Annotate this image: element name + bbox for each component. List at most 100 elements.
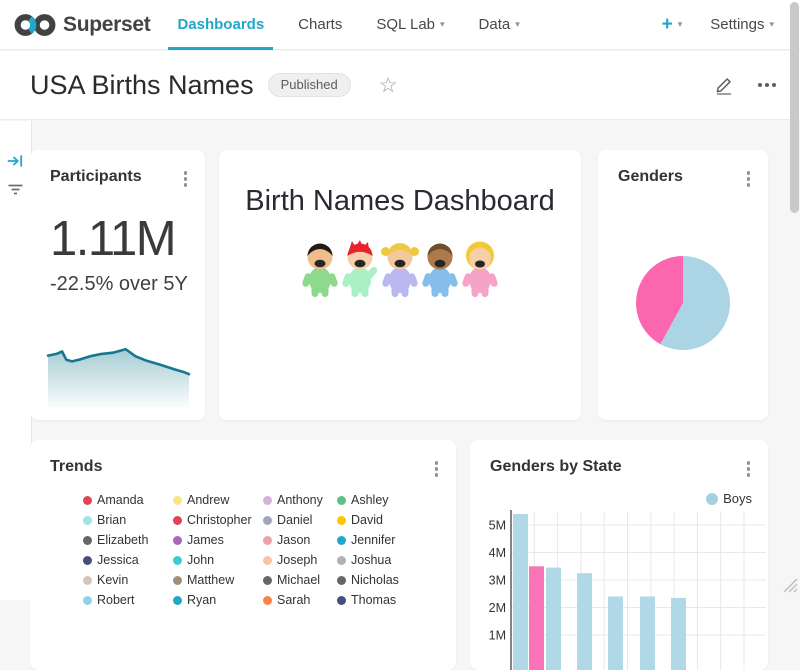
participants-trendline-chart[interactable] — [44, 341, 193, 407]
legend-dot — [263, 516, 272, 525]
legend-label: Boys — [723, 491, 752, 506]
svg-text:5M: 5M — [489, 519, 506, 533]
edit-dashboard-button[interactable] — [714, 75, 734, 95]
brand-name: Superset — [63, 13, 150, 37]
legend-item-david[interactable]: David — [337, 514, 433, 527]
legend-item-ashley[interactable]: Ashley — [337, 494, 433, 507]
legend-dot — [706, 493, 718, 505]
legend-dot — [83, 536, 92, 545]
chevron-down-icon: ▾ — [769, 20, 774, 29]
legend-item-jason[interactable]: Jason — [263, 534, 337, 547]
genders-pie-chart[interactable] — [628, 248, 738, 358]
nav-label: Charts — [298, 16, 342, 33]
legend-item-joseph[interactable]: Joseph — [263, 554, 337, 567]
card-participants: Participants 1.11M -22.5% over 5Y — [30, 150, 205, 420]
kebab-menu-icon[interactable] — [180, 168, 192, 190]
legend-label: Jason — [277, 533, 310, 547]
legend-label: Jennifer — [351, 533, 395, 547]
chevron-down-icon: ▾ — [515, 20, 520, 29]
legend-item-robert[interactable]: Robert — [83, 594, 173, 607]
nav-item-charts[interactable]: Charts — [281, 0, 359, 50]
legend-item-elizabeth[interactable]: Elizabeth — [83, 534, 173, 547]
card-title: Genders by State — [490, 458, 622, 476]
legend-dot — [263, 556, 272, 565]
legend-item-sarah[interactable]: Sarah — [263, 594, 337, 607]
nav-label: SQL Lab — [376, 16, 435, 33]
nav-item-data[interactable]: Data ▾ — [462, 0, 537, 50]
settings-menu[interactable]: Settings ▾ — [710, 16, 774, 33]
svg-text:3M: 3M — [489, 574, 506, 588]
children-illustration — [219, 240, 581, 303]
legend-label: Kevin — [97, 573, 128, 587]
legend-item-boys[interactable]: Boys — [706, 491, 752, 506]
legend-item-brian[interactable]: Brian — [83, 514, 173, 527]
legend-dot — [83, 576, 92, 585]
legend-item-amanda[interactable]: Amanda — [83, 494, 173, 507]
card-markdown-title: Birth Names Dashboard — [219, 150, 581, 420]
legend-item-christopher[interactable]: Christopher — [173, 514, 263, 527]
svg-text:4M: 4M — [489, 546, 506, 560]
child-figure-2 — [340, 240, 380, 303]
pencil-icon — [714, 75, 734, 95]
superset-logo[interactable]: Superset — [14, 10, 150, 40]
dashboard-title: USA Births Names — [30, 70, 254, 101]
legend-item-joshua[interactable]: Joshua — [337, 554, 433, 567]
legend-dot — [83, 556, 92, 565]
legend-dot — [337, 596, 346, 605]
legend-item-jennifer[interactable]: Jennifer — [337, 534, 433, 547]
settings-label: Settings — [710, 16, 764, 33]
legend-label: Joseph — [277, 553, 317, 567]
filter-funnel-icon[interactable] — [7, 183, 24, 197]
card-genders: Genders — [598, 150, 768, 420]
legend-label: John — [187, 553, 214, 567]
legend-item-james[interactable]: James — [173, 534, 263, 547]
kebab-menu-icon[interactable] — [743, 168, 755, 190]
legend-item-john[interactable]: John — [173, 554, 263, 567]
kebab-menu-icon[interactable] — [431, 458, 443, 480]
plus-icon: + — [662, 15, 673, 34]
legend-label: Christopher — [187, 513, 252, 527]
arrow-right-to-line-icon — [7, 153, 24, 169]
legend-item-matthew[interactable]: Matthew — [173, 574, 263, 587]
legend-item-michael[interactable]: Michael — [263, 574, 337, 587]
legend-item-anthony[interactable]: Anthony — [263, 494, 337, 507]
child-figure-1 — [300, 240, 340, 303]
legend-dot — [337, 556, 346, 565]
nav-item-dashboards[interactable]: Dashboards — [160, 0, 281, 50]
filter-bar — [0, 121, 32, 600]
legend-item-daniel[interactable]: Daniel — [263, 514, 337, 527]
child-figure-5 — [460, 240, 500, 303]
legend-label: Amanda — [97, 493, 144, 507]
card-title: Trends — [50, 458, 102, 476]
legend-item-jessica[interactable]: Jessica — [83, 554, 173, 567]
legend-label: Brian — [97, 513, 126, 527]
new-item-button[interactable]: + ▾ — [660, 11, 685, 38]
nav-item-sql-lab[interactable]: SQL Lab▾ — [359, 0, 461, 50]
child-figure-4 — [420, 240, 460, 303]
legend-item-thomas[interactable]: Thomas — [337, 594, 433, 607]
expand-filters-button[interactable] — [7, 153, 24, 169]
published-badge[interactable]: Published — [268, 73, 351, 97]
legend-dot — [173, 536, 182, 545]
legend-item-kevin[interactable]: Kevin — [83, 574, 173, 587]
legend-dot — [173, 576, 182, 585]
page-scrollbar-thumb[interactable] — [790, 2, 799, 213]
favorite-star-icon[interactable]: ☆ — [379, 75, 398, 96]
legend-item-ryan[interactable]: Ryan — [173, 594, 263, 607]
legend-item-nicholas[interactable]: Nicholas — [337, 574, 433, 587]
nav-label: Data — [479, 16, 511, 33]
legend-item-andrew[interactable]: Andrew — [173, 494, 263, 507]
legend-label: Robert — [97, 593, 135, 607]
legend-label: Andrew — [187, 493, 229, 507]
navbar-right: + ▾ Settings ▾ — [660, 11, 774, 38]
legend-label: Anthony — [277, 493, 323, 507]
main-nav: Dashboards Charts SQL Lab▾ Data ▾ — [160, 0, 536, 50]
child-figure-3 — [380, 240, 420, 303]
legend-dot — [173, 516, 182, 525]
kebab-menu-icon[interactable] — [743, 458, 755, 480]
card-resize-handle-icon[interactable] — [780, 575, 798, 598]
legend-dot — [173, 496, 182, 505]
more-actions-button[interactable] — [758, 83, 776, 87]
legend-label: Elizabeth — [97, 533, 148, 547]
